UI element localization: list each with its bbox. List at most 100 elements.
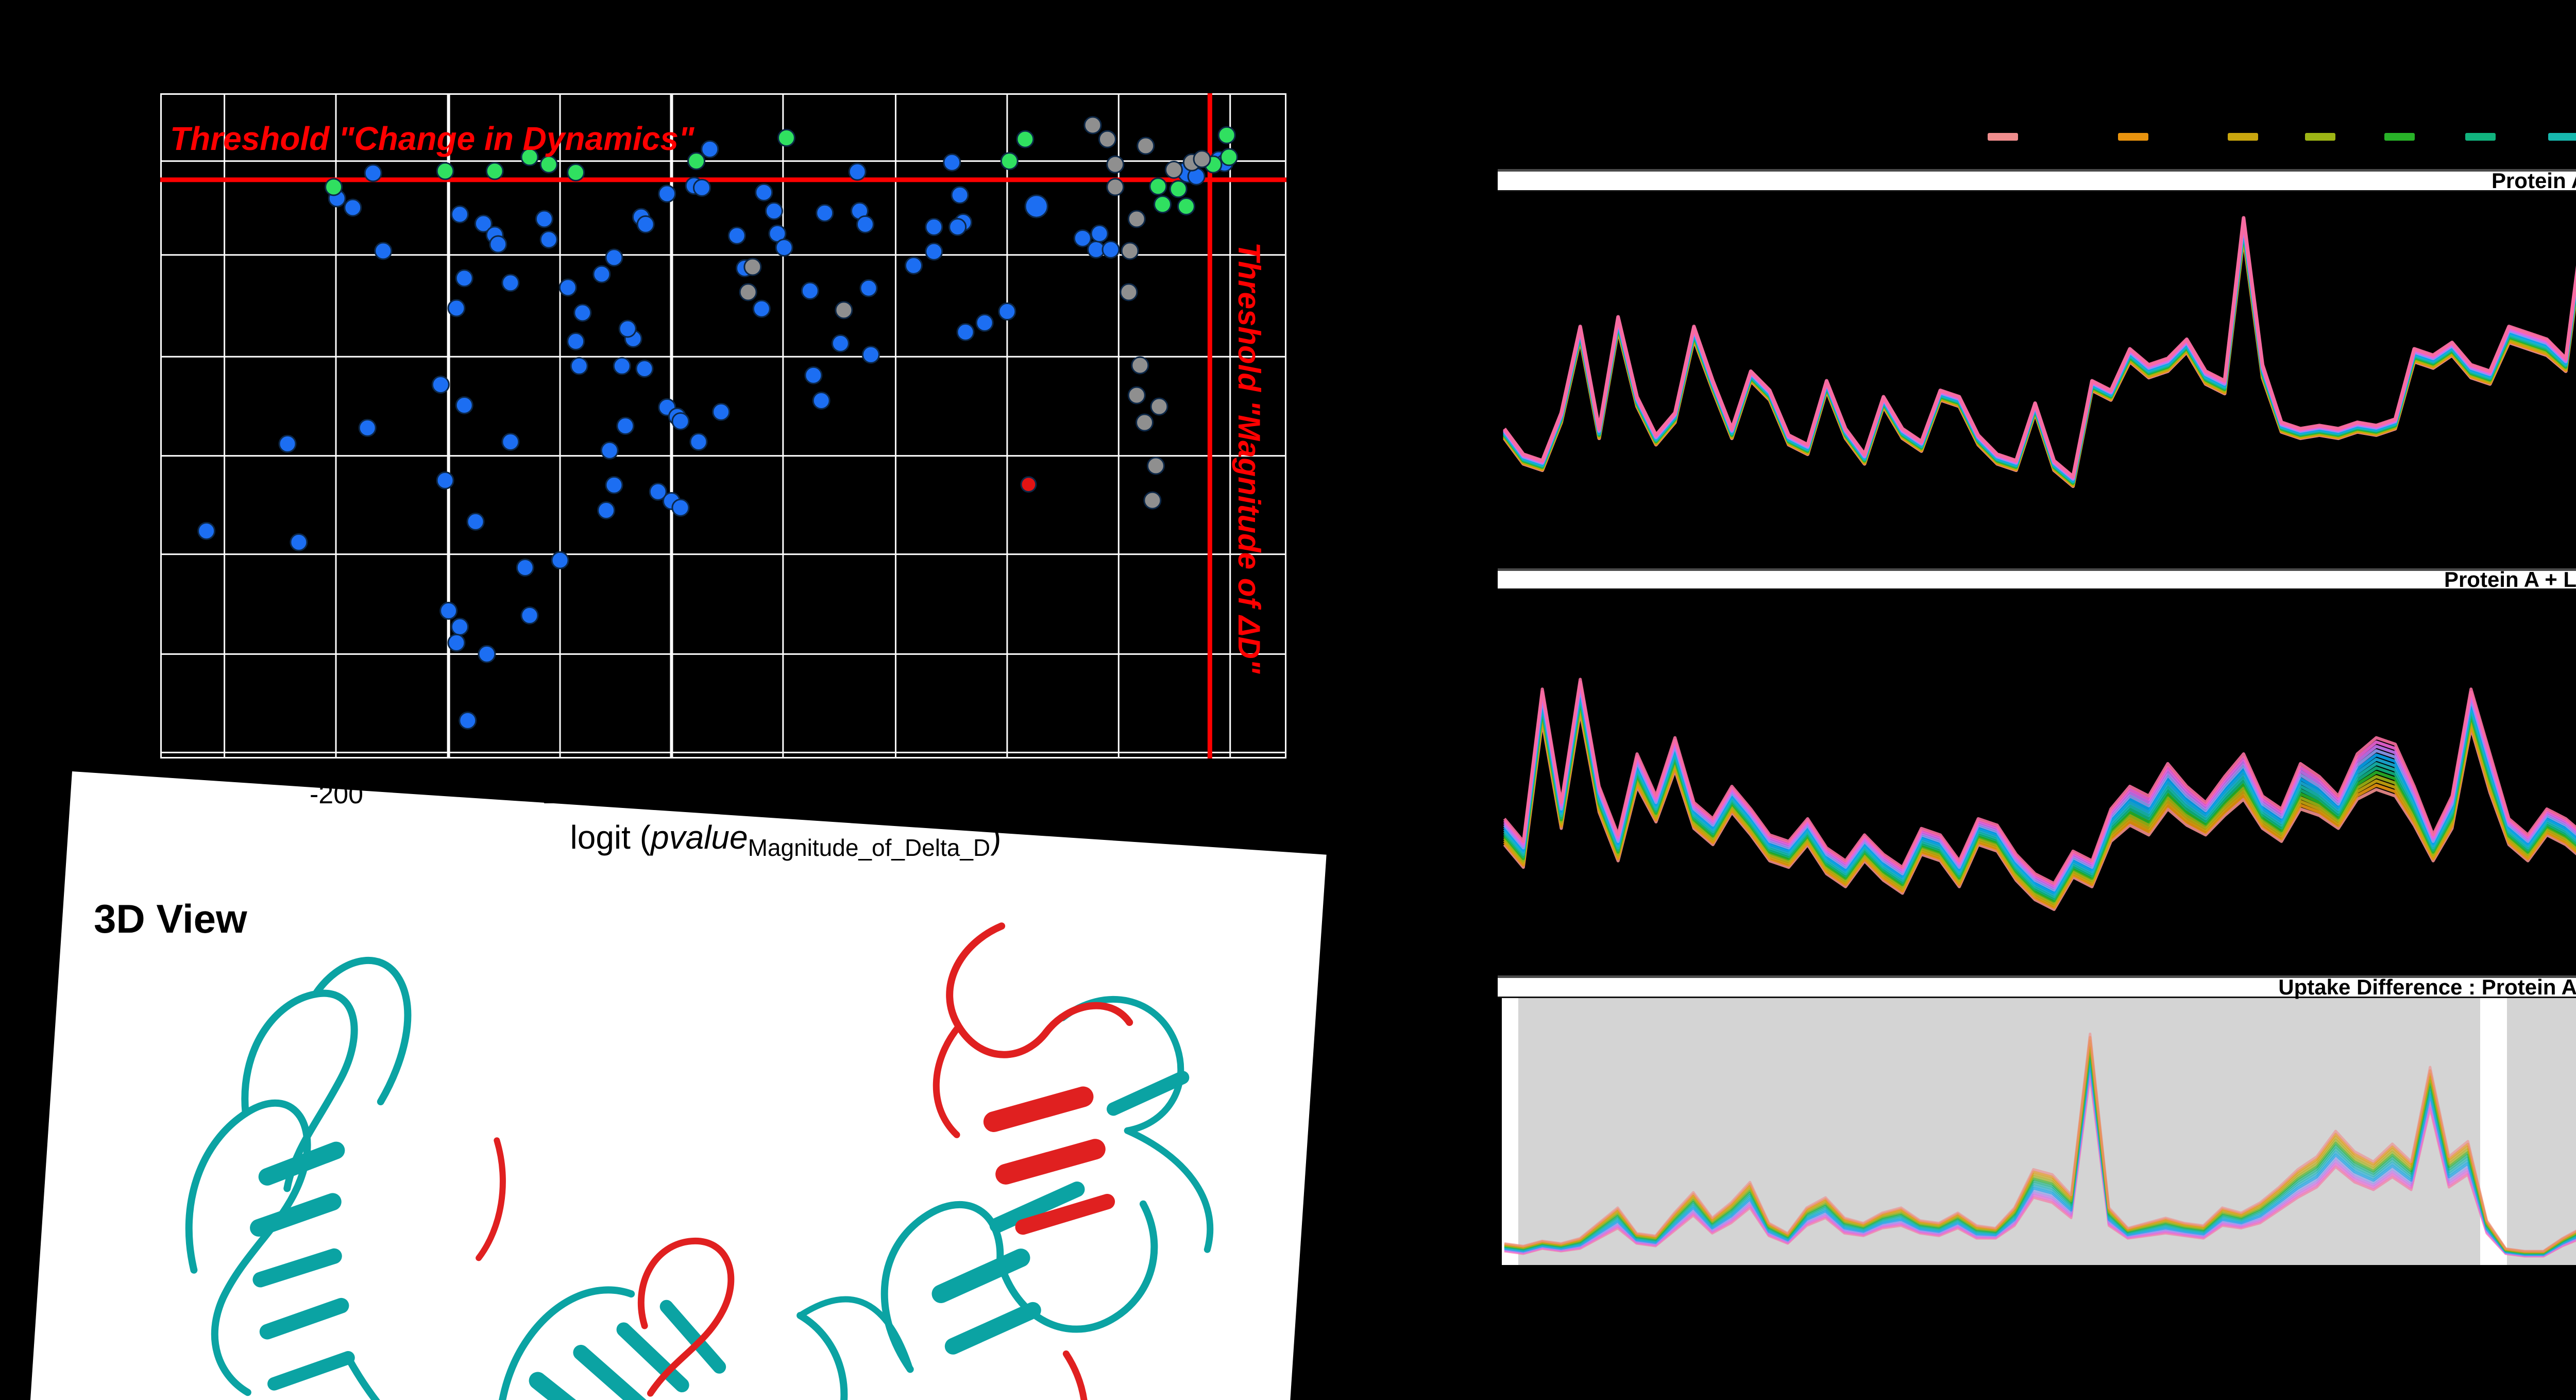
legend-swatch: [2228, 133, 2258, 141]
scatter-point: [1193, 150, 1211, 168]
scatter-point: [701, 140, 719, 158]
scatter-point: [325, 178, 343, 196]
scatter-point: [1164, 160, 1183, 179]
scatter-point: [1020, 476, 1037, 493]
scatter-point: [520, 148, 539, 166]
scatter-point: [436, 471, 454, 490]
chart1-titlebar: Protein A: [1498, 168, 2576, 193]
scatter-point: [831, 334, 850, 352]
volcano-scatter-plot[interactable]: [160, 93, 1286, 758]
legend-swatch: [2305, 133, 2335, 141]
scatter-point: [943, 153, 961, 172]
scatter-point: [804, 366, 823, 384]
scatter-point: [1024, 194, 1048, 218]
x-tick: -200: [309, 780, 364, 809]
series-line: [1503, 686, 2576, 892]
scatter-point: [1169, 180, 1188, 198]
scatter-point: [687, 152, 706, 171]
scatter-point: [635, 359, 654, 378]
scatter-point: [636, 215, 655, 233]
chart2-titlebar: Protein A + Ligand: [1498, 567, 2576, 592]
scatter-point: [1127, 386, 1146, 404]
scatter-point: [478, 645, 496, 663]
scatter-point: [1090, 224, 1109, 243]
series-line: [1503, 680, 2576, 887]
legend-swatch: [2548, 133, 2576, 141]
scatter-point: [998, 302, 1016, 321]
scatter-point: [570, 357, 588, 375]
scatter-point: [600, 441, 619, 460]
x-axis-label: logit (pvalueMagnitude_of_Delta_D): [570, 819, 1002, 861]
protein-3d-panel[interactable]: [19, 771, 1327, 1400]
threshold-magnitude-label: Threshold "Magnitude of ΔD": [1232, 242, 1266, 674]
uptake-difference-chart[interactable]: [1502, 996, 2576, 1265]
scatter-point: [904, 256, 923, 275]
scatter-point: [1154, 195, 1172, 214]
legend-swatch: [2384, 133, 2415, 141]
chart1-title: Protein A: [2491, 168, 2576, 193]
scatter-point: [447, 633, 466, 652]
x-tick: 0: [776, 780, 791, 809]
scatter-point: [856, 215, 874, 233]
legend-swatch: [2465, 133, 2496, 141]
scatter-point: [743, 258, 762, 276]
scatter-point: [1127, 210, 1146, 228]
scatter-point: [1106, 178, 1125, 196]
scatter-point: [1120, 283, 1138, 301]
scatter-point: [592, 265, 611, 283]
scatter-point: [1131, 356, 1149, 375]
uptake-chart-protein-a[interactable]: [1502, 190, 2576, 545]
scatter-point: [364, 164, 382, 182]
x-tick: 200: [1208, 780, 1253, 809]
scatter-point: [925, 217, 943, 236]
protein-ribbon: [185, 922, 1214, 1400]
scatter-point: [649, 482, 667, 501]
scatter-point: [1121, 242, 1139, 260]
legend-swatch: [2118, 133, 2148, 141]
scatter-point: [777, 128, 795, 147]
scatter-point: [1149, 177, 1167, 196]
scatter-point: [658, 184, 676, 203]
scatter-point: [551, 551, 569, 569]
scatter-point: [516, 558, 534, 577]
x-tick: 100: [985, 780, 1030, 809]
scatter-point: [431, 375, 450, 394]
x-tick: -100: [533, 780, 587, 809]
scatter-point: [1143, 491, 1162, 510]
scatter-point: [671, 412, 690, 430]
scatter-point: [739, 283, 757, 301]
scatter-point: [1177, 197, 1195, 215]
scatter-point: [755, 183, 773, 201]
scatter-point: [801, 281, 819, 300]
series-line: [1503, 678, 2576, 885]
scatter-point: [951, 186, 969, 205]
uptake-chart-protein-a-ligand[interactable]: [1502, 587, 2576, 955]
legend-swatch: [1988, 133, 2018, 141]
scatter-point: [859, 279, 878, 297]
scatter-point: [447, 299, 466, 317]
scatter-point: [290, 533, 308, 551]
scatter-point: [455, 396, 473, 414]
view3d-title: 3D View: [94, 896, 247, 941]
chart3-titlebar: Uptake Difference : Protein A - (Protein…: [1498, 975, 2576, 999]
scatter-point: [455, 269, 473, 288]
scatter-point: [474, 214, 493, 233]
scatter-point: [278, 434, 297, 453]
scatter-point: [344, 198, 362, 217]
scatter-point: [597, 501, 616, 519]
scatter-point: [450, 205, 469, 224]
scatter-point: [605, 248, 623, 267]
scatter-point: [1101, 240, 1120, 259]
scatter-point: [1220, 148, 1239, 166]
series-line: [1503, 683, 2576, 889]
scatter-point: [613, 357, 631, 375]
scatter-point: [671, 498, 690, 517]
scatter-point: [567, 163, 585, 182]
scatter-point: [450, 617, 469, 636]
scatter-point: [689, 432, 708, 451]
scatter-point: [605, 476, 623, 494]
scatter-point: [765, 202, 783, 221]
series-line: [1504, 1033, 2576, 1253]
scatter-point: [374, 242, 393, 260]
